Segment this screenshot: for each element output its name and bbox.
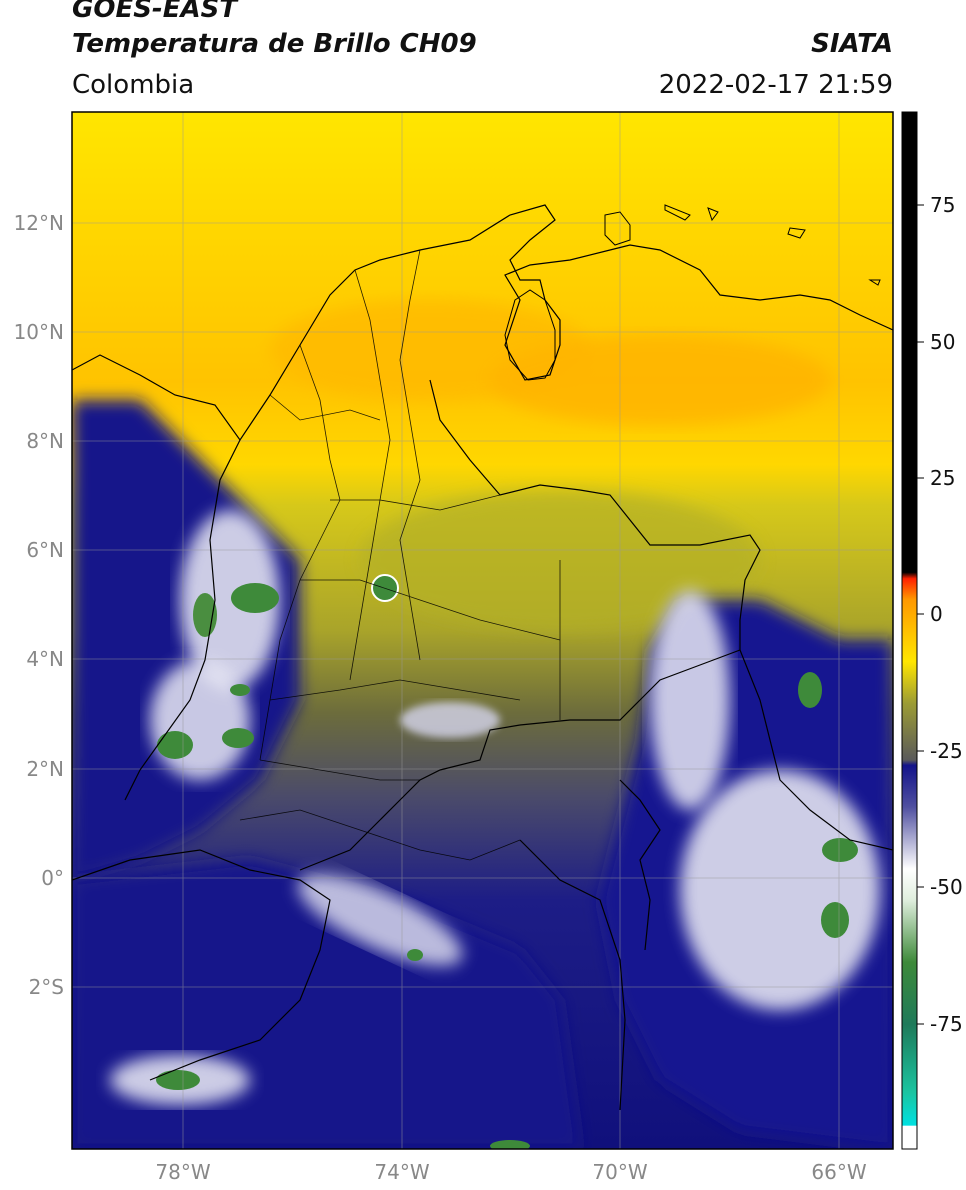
lat-tick-6n: 6°N [26, 538, 64, 562]
lat-tick-0: 0° [41, 866, 64, 890]
agency-label: SIATA [811, 29, 893, 59]
lon-tick-74w: 74°W [374, 1160, 430, 1184]
product-title: Temperatura de Brillo CH09 [72, 29, 477, 59]
region-label: Colombia [72, 70, 195, 100]
colorbar [901, 111, 924, 1150]
map-frame [71, 111, 894, 1150]
datetime-label: 2022-02-17 21:59 [658, 70, 893, 100]
lon-tick-70w: 70°W [592, 1160, 648, 1184]
lat-tick-12n: 12°N [13, 211, 64, 235]
colorbar-label-75: 75 [930, 193, 956, 217]
graticule [72, 112, 893, 1149]
lat-tick-2n: 2°N [26, 757, 64, 781]
borders [72, 204, 893, 1111]
lat-tick-2s: 2°S [28, 975, 64, 999]
satellite-image [72, 112, 893, 1149]
colorbar-label-minus50: -50 [930, 875, 963, 899]
lon-tick-78w: 78°W [155, 1160, 211, 1184]
satellite-title: GOES-EAST [72, 0, 238, 24]
lat-tick-10n: 10°N [13, 320, 64, 344]
lon-tick-66w: 66°W [811, 1160, 867, 1184]
department-borders [239, 249, 561, 861]
colorbar-ticks [917, 204, 924, 1025]
colorbar-label-0: 0 [930, 602, 943, 626]
colorbar-label-minus25: -25 [930, 739, 963, 763]
lat-tick-4n: 4°N [26, 647, 64, 671]
colorbar-label-minus75: -75 [930, 1012, 963, 1036]
colorbar-label-50: 50 [930, 330, 956, 354]
colorbar-label-25: 25 [930, 466, 956, 490]
lat-tick-8n: 8°N [26, 429, 64, 453]
